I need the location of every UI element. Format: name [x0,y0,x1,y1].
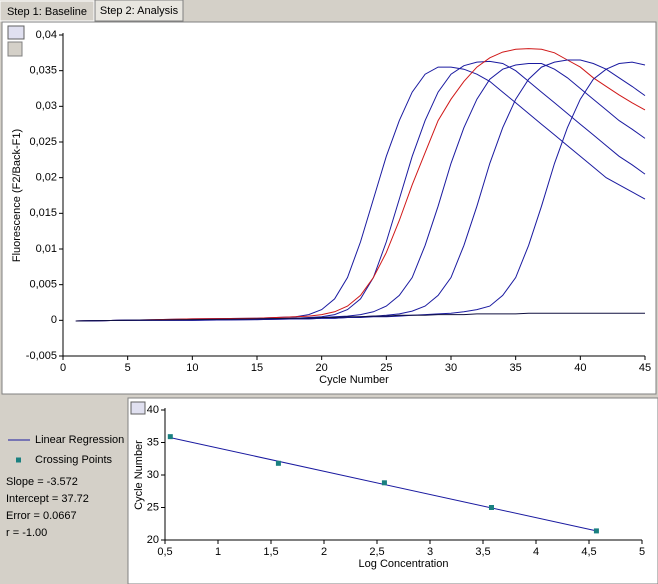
crossing-point [593,528,599,534]
legend-label: Crossing Points [35,454,113,466]
chart-icon[interactable] [130,401,146,415]
x-tick-label: 1 [215,546,221,558]
y-tick-label: -0,005 [26,350,57,362]
y-axis-label: Cycle Number [133,440,145,510]
y-tick-label: 0,015 [29,207,57,219]
x-tick-label: 2,5 [369,546,384,558]
x-tick-label: 3 [427,546,433,558]
x-tick-label: 2 [321,546,327,558]
crossing-point [275,460,281,466]
x-tick-label: 30 [445,362,457,374]
y-tick-label: 0,03 [36,100,57,112]
x-tick-label: 35 [510,362,522,374]
series-line [75,48,646,322]
crossing-point [167,434,173,440]
y-tick-label: 0,02 [36,172,57,184]
series-line [75,66,646,322]
chart-icon[interactable] [7,25,25,40]
x-tick-label: 4 [533,546,539,558]
x-tick-label: 5 [639,546,645,558]
x-tick-label: 15 [251,362,263,374]
y-tick-label: 30 [147,469,159,481]
x-tick-label: 0 [60,362,66,374]
x-tick-label: 40 [574,362,586,374]
y-tick-label: 0,04 [36,29,57,41]
x-tick-label: 3,5 [475,546,490,558]
stat: Slope = -3.572 [6,476,78,488]
tab[interactable] [0,0,95,22]
x-tick-label: 20 [316,362,328,374]
tab-active[interactable] [94,0,184,22]
series-line [75,312,645,322]
x-axis-label: Cycle Number [319,374,389,386]
y-tick-label: 20 [147,534,159,546]
y-tick-label: 0 [51,314,57,326]
crossing-point [488,505,494,510]
x-tick-label: 10 [186,362,198,374]
y-tick-label: 35 [147,436,159,448]
y-tick-label: 0,025 [29,136,57,148]
crossing-point [381,480,387,486]
stat: r = -1.00 [6,527,47,539]
tab-label[interactable]: Step 2: Analysis [100,5,179,17]
scroll-button[interactable] [7,41,23,57]
legend-panel [2,398,126,584]
bottom-panel [127,397,658,584]
x-tick-label: 25 [380,362,392,374]
y-tick-label: 25 [147,501,159,513]
y-axis-label: Fluorescence (F2/Back-F1) [11,129,23,262]
stat: Error = 0.0667 [6,510,77,522]
stat: Intercept = 37.72 [6,493,89,505]
top-panel [1,21,657,395]
tab-label[interactable]: Step 1: Baseline [7,6,87,18]
x-tick-label: 4,5 [581,546,596,558]
x-tick-label: 5 [125,362,131,374]
x-tick-label: 0,5 [157,546,172,558]
legend-label: Linear Regression [35,434,124,446]
y-tick-label: 40 [147,404,159,416]
y-tick-label: 0,035 [29,65,57,77]
legend-swatch [16,457,21,463]
x-axis-label: Log Concentration [359,558,449,570]
y-tick-label: 0,01 [36,243,57,255]
x-tick-label: 45 [639,362,651,374]
x-tick-label: 1,5 [263,546,278,558]
series-line [75,60,646,322]
y-tick-label: 0,005 [29,279,57,291]
series-line [75,61,646,322]
